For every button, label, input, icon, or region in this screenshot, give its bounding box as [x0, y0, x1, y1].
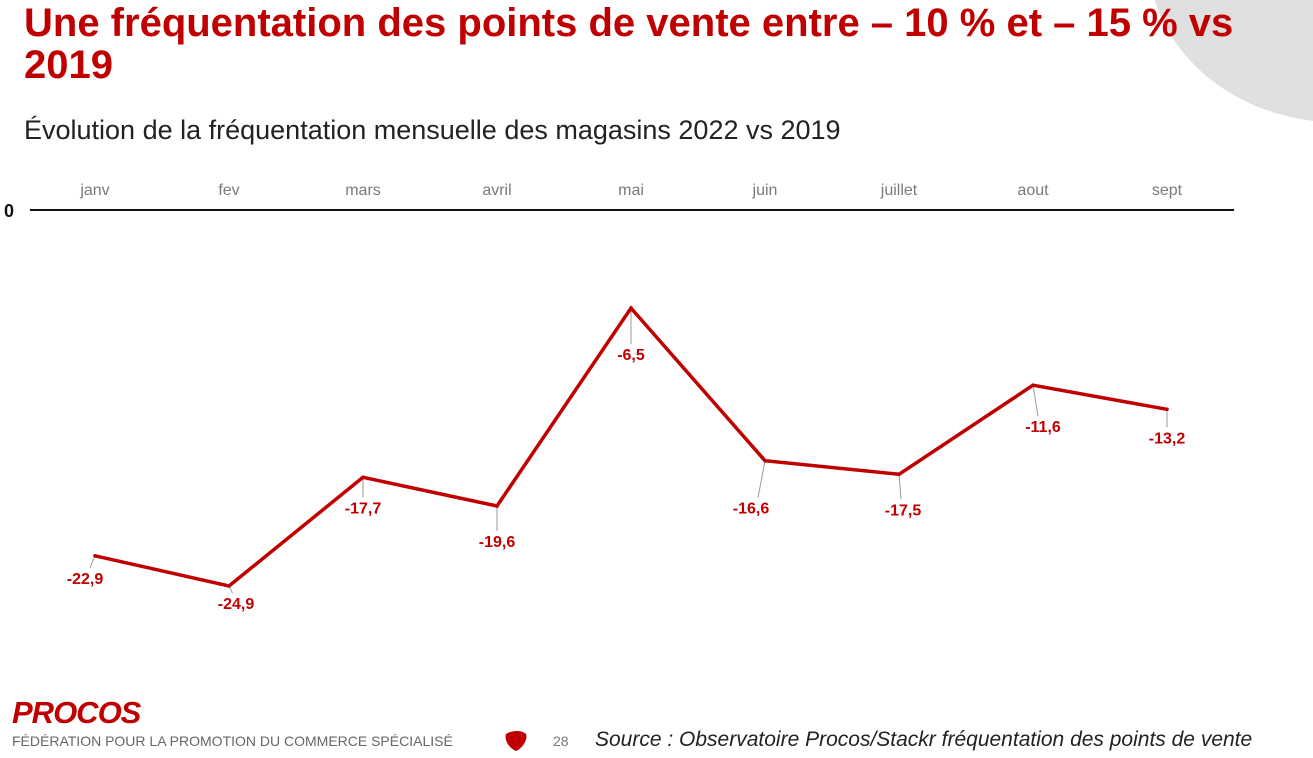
data-label: -22,9: [67, 571, 104, 588]
x-tick-label: aout: [1017, 182, 1049, 199]
data-label: -13,2: [1149, 430, 1186, 447]
brand-mark-icon: [505, 731, 527, 751]
data-label: -19,6: [479, 534, 516, 551]
x-tick-label: fev: [218, 182, 239, 199]
data-point: [1031, 383, 1035, 388]
data-label: -17,7: [345, 500, 382, 517]
data-point: [227, 584, 231, 588]
page-number: 28: [553, 733, 569, 749]
x-tick-label: juillet: [880, 182, 918, 199]
line-chart: janv fev mars avril mai juin juillet aout sept 0…: [4, 182, 1234, 613]
x-tick-label: janv: [79, 182, 109, 199]
data-point: [763, 458, 767, 463]
data-label: -6,5: [617, 347, 645, 364]
data-label: -16,6: [733, 501, 770, 518]
procos-logo: PROCOS: [12, 695, 141, 730]
leader-line: [1032, 385, 1039, 417]
x-tick-label: juin: [752, 182, 778, 199]
zero-axis-label: 0: [4, 201, 14, 221]
data-label: -11,6: [1025, 419, 1061, 436]
leader-line: [757, 460, 766, 498]
chart-subtitle: Évolution de la fréquentation mensuelle …: [24, 115, 841, 145]
data-point: [93, 554, 97, 558]
leader-line: [89, 555, 96, 568]
page-title: Une fréquentation des points de vente en…: [24, 1, 1234, 87]
data-label: -24,9: [218, 596, 255, 613]
data-points: [93, 306, 1169, 588]
x-tick-labels: janv fev mars avril mai juin juillet aout sept: [79, 182, 1182, 199]
data-point: [495, 504, 499, 508]
leader-line: [898, 474, 902, 500]
data-labels: -22,9 -24,9 -17,7 -19,6 -6,5 -16,6 -17,5 -11,6 -…: [67, 347, 1186, 613]
footer-tagline: FÉDÉRATION POUR LA PROMOTION DU COMMERCE…: [12, 733, 453, 749]
x-tick-label: mai: [618, 182, 644, 199]
data-point: [361, 475, 365, 480]
data-point: [897, 472, 901, 477]
data-point: [1165, 407, 1169, 412]
x-tick-label: avril: [482, 182, 511, 199]
source-note: Source : Observatoire Procos/Stackr fréq…: [595, 728, 1253, 751]
data-point: [629, 306, 633, 310]
x-tick-label: sept: [1152, 182, 1183, 199]
data-label: -17,5: [885, 502, 922, 519]
x-tick-label: mars: [345, 182, 381, 199]
